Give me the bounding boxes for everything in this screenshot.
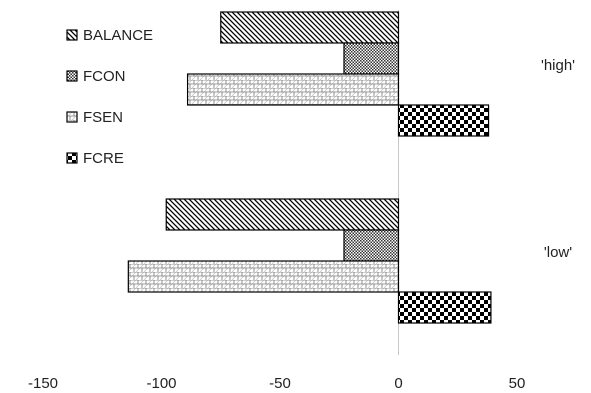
legend-swatch-fcon xyxy=(66,70,78,82)
bar-fsen-0 xyxy=(186,73,400,106)
legend-swatch-fcre xyxy=(66,152,78,164)
bar-fcre-0 xyxy=(397,104,490,137)
bar-fcre-1 xyxy=(397,291,492,324)
bar-fcon-0 xyxy=(343,42,400,75)
legend-label-fsen: FSEN xyxy=(83,109,123,126)
x-tick-label: -150 xyxy=(28,375,58,392)
legend-label-fcon: FCON xyxy=(83,68,126,85)
x-tick-label: 0 xyxy=(394,375,402,392)
category-label: 'low' xyxy=(544,244,572,261)
legend-label-balance: BALANCE xyxy=(83,27,153,44)
bar-balance-0 xyxy=(220,11,400,44)
legend-swatch-balance xyxy=(66,29,78,41)
x-tick-label: -50 xyxy=(269,375,291,392)
x-tick-label: 50 xyxy=(509,375,526,392)
legend-swatch-fsen xyxy=(66,111,78,123)
category-label: 'high' xyxy=(541,57,575,74)
bar-balance-1 xyxy=(165,198,400,231)
x-tick-label: -100 xyxy=(146,375,176,392)
bar-fsen-1 xyxy=(127,260,400,293)
legend-label-fcre: FCRE xyxy=(83,150,124,167)
bar-fcon-1 xyxy=(343,229,400,262)
